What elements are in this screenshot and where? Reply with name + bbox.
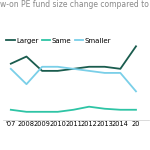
Text: w-on PE fund size change compared to predec: w-on PE fund size change compared to pre… (0, 0, 150, 9)
Legend: Larger, Same, Smaller: Larger, Same, Smaller (4, 35, 114, 46)
